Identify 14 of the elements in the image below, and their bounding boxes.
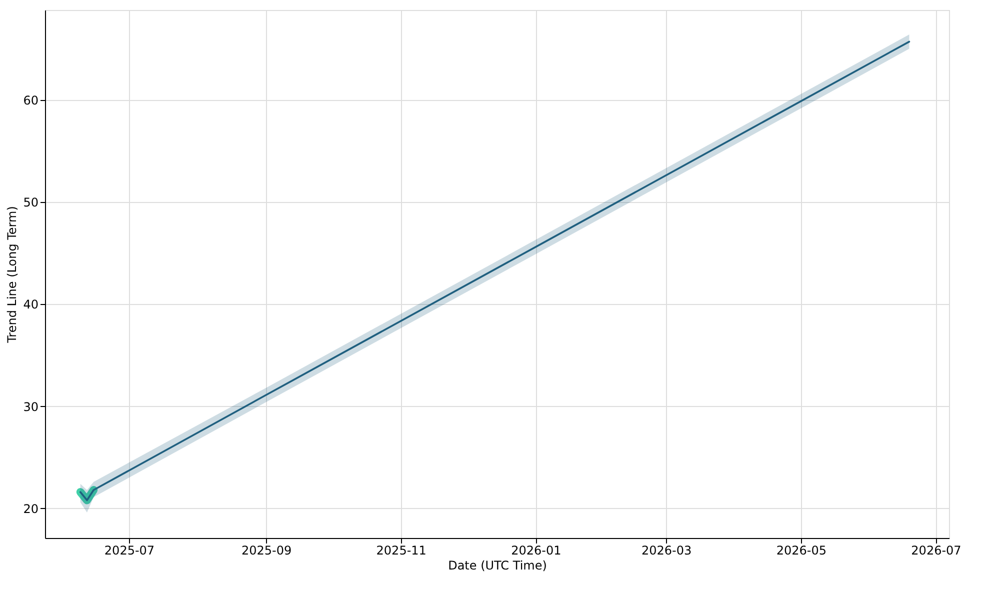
x-tick-label: 2026-05 <box>776 544 826 558</box>
x-tick-label: 2025-07 <box>104 544 155 558</box>
x-tick-label: 2026-03 <box>642 544 692 558</box>
y-axis-title: Trend Line (Long Term) <box>5 206 20 344</box>
x-tick-label: 2026-01 <box>511 544 562 558</box>
y-tick-label: 40 <box>23 298 38 312</box>
y-tick-label: 20 <box>23 502 38 516</box>
x-tick-label: 2026-07 <box>911 544 962 558</box>
x-tick-label: 2025-11 <box>376 544 426 558</box>
x-tick-label: 2025-09 <box>241 544 292 558</box>
y-tick-label: 50 <box>23 196 38 210</box>
x-axis-title: Date (UTC Time) <box>448 558 547 572</box>
y-tick-label: 30 <box>23 400 38 414</box>
y-tick-label: 60 <box>23 93 38 108</box>
